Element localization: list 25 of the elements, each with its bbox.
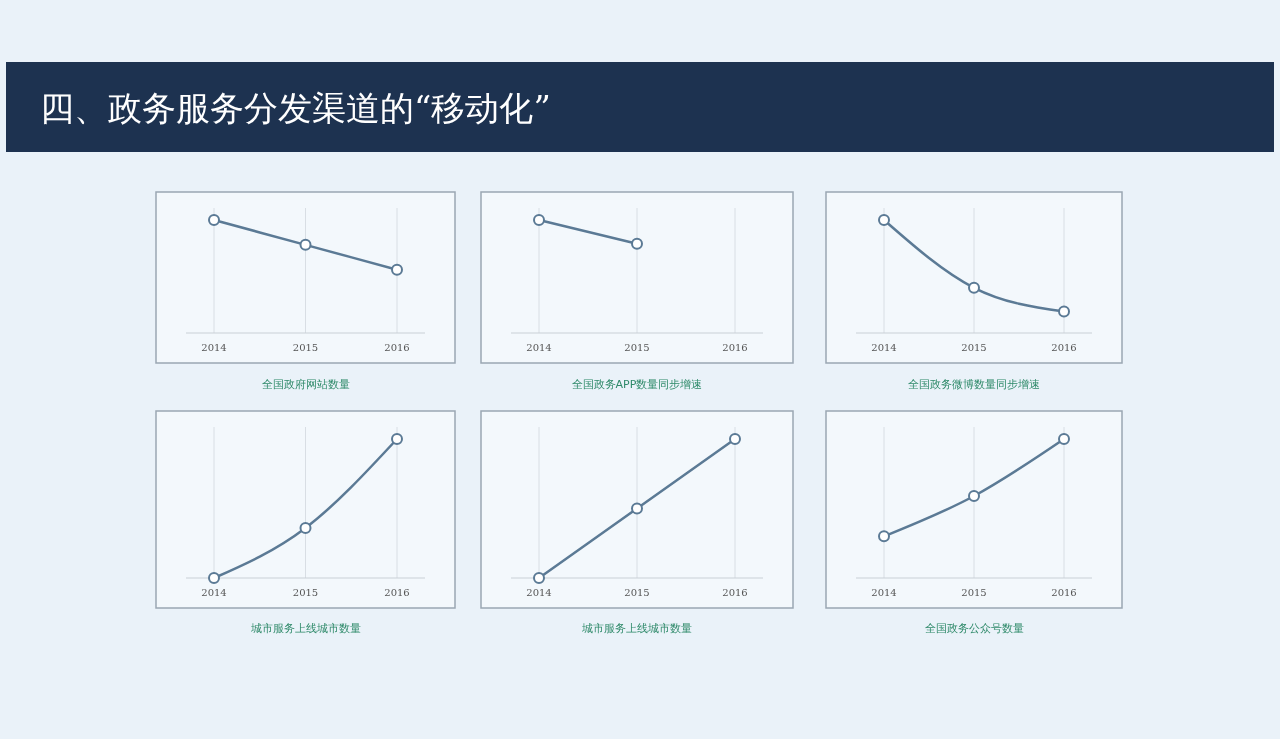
x-tick-label: 2016: [722, 587, 748, 598]
x-tick-label: 2014: [871, 342, 897, 353]
text: 全国政务公众号数量: [924, 622, 1024, 635]
x-tick-label: 2015: [624, 342, 650, 353]
text: 四、政务服务分发渠道的“移动化”: [40, 88, 551, 128]
x-tick-label: 2015: [961, 587, 987, 598]
x-tick-label: 2015: [292, 342, 319, 353]
text: 全国政务APP数量同步增速: [571, 378, 703, 391]
text: 城市服务上线城市数量: [249, 622, 361, 635]
x-tick-label: 2016: [722, 342, 748, 353]
x-tick-label: 2016: [384, 587, 410, 598]
text: 全国政务微博数量同步增速: [908, 378, 1040, 391]
x-tick-label: 2014: [526, 587, 552, 598]
x-tick-label: 2016: [1051, 587, 1077, 598]
x-tick-label: 2014: [201, 587, 227, 598]
x-tick-label: 2016: [1051, 342, 1077, 353]
x-tick-label: 2014: [526, 342, 552, 353]
text: 全国政府网站数量: [261, 378, 350, 391]
text: 城市服务上线城市数量: [581, 622, 692, 635]
x-tick-label: 2016: [384, 342, 410, 353]
x-tick-label: 2014: [201, 342, 227, 353]
x-tick-label: 2015: [961, 342, 987, 353]
x-tick-label: 2014: [871, 587, 897, 598]
x-tick-label: 2015: [624, 587, 650, 598]
x-tick-label: 2015: [292, 587, 319, 598]
